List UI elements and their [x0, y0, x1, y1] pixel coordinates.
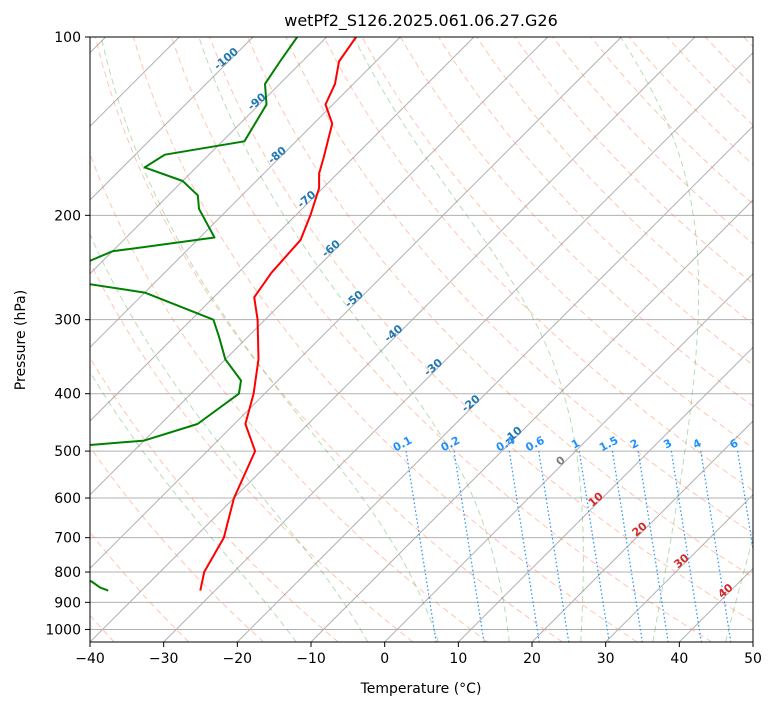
x-axis-title: Temperature (°C) [360, 681, 482, 697]
plot-area: 0.10.20.40.611.52346810131620253036-100-… [90, 37, 753, 642]
dry-adiabat-line [90, 260, 414, 642]
moist-adiabats [90, 37, 753, 642]
dry-adiabat-line [90, 356, 339, 642]
mixing-ratio-line [405, 451, 437, 642]
y-tick-label: 300 [54, 313, 81, 329]
isotherm-line [90, 37, 475, 422]
moist-adiabat-line [725, 536, 753, 642]
x-tick-label: −40 [75, 651, 105, 667]
moist-adiabat-line [353, 37, 584, 642]
y-tick-label: 100 [54, 30, 81, 46]
x-tick-label: 0 [380, 651, 389, 667]
dry-adiabat-line [94, 37, 563, 642]
mixing-ratio-line [453, 451, 485, 642]
moist-adiabat-line [90, 370, 297, 642]
isotherm-line [531, 420, 753, 642]
x-tick-label: −20 [223, 651, 253, 667]
moist-adiabat-line [620, 37, 700, 642]
x-tick-label: −30 [149, 651, 179, 667]
isotherm-line [90, 37, 622, 570]
moist-adiabat-line [90, 233, 369, 642]
x-tick-label: −10 [296, 651, 326, 667]
x-tick-label: 20 [523, 651, 541, 667]
x-tick-label: 10 [449, 651, 467, 667]
x-tick-label: 40 [670, 651, 688, 667]
pressure-gridlines [90, 37, 753, 630]
dry-adiabat-line [285, 37, 753, 535]
dry-adiabat-line [171, 37, 712, 642]
x-tick-label: 30 [597, 651, 615, 667]
isotherm-line [90, 37, 696, 642]
dry-adiabat-line [323, 37, 753, 491]
mixing-ratio-line [578, 451, 610, 642]
y-tick-label: 900 [54, 595, 81, 611]
skewed-isotherms [90, 37, 753, 642]
x-tick-label: 50 [744, 651, 762, 667]
isotherm-line [310, 199, 753, 642]
moist-adiabat-line [198, 37, 510, 642]
mixing-ratio-line [637, 451, 669, 642]
mixing-ratio-line [508, 451, 540, 642]
dry-adiabat-line [132, 37, 638, 642]
isotherm-line [90, 37, 328, 275]
isotherm-line [90, 37, 401, 349]
y-tick-label: 400 [54, 387, 81, 403]
moist-adiabat-line [100, 37, 439, 642]
mixing-ratio-line [611, 451, 643, 642]
y-tick-label: 700 [54, 531, 81, 547]
mixing-ratio-lines [405, 451, 753, 642]
y-tick-label: 500 [54, 444, 81, 460]
isotherm-line [457, 346, 753, 642]
isotherm-line [236, 125, 753, 642]
dry-adiabat-line [476, 37, 753, 325]
dry-adiabat-line [514, 37, 753, 285]
y-tick-label: 800 [54, 565, 81, 581]
plot-frame [89, 36, 754, 643]
sounding-profiles [90, 37, 357, 592]
dry-adiabats [90, 37, 753, 642]
y-axis-ticks: 100 200 300 400 500 600 700 800 900 1000 [45, 30, 90, 638]
isotherm-line [384, 272, 753, 642]
isotherm-line [90, 37, 254, 201]
chart-title: wetPf2_S126.2025.061.06.27.G26 [284, 11, 558, 31]
isotherm-line [90, 37, 549, 496]
temperature-profile-line [199, 37, 357, 591]
isotherm-line [605, 493, 753, 642]
y-tick-label: 200 [54, 208, 81, 224]
mixing-ratio-line [538, 451, 570, 642]
dry-adiabat-line [247, 37, 753, 578]
mixing-ratio-line [700, 451, 732, 642]
y-tick-label: 1000 [45, 622, 81, 638]
mixing-ratio-line [670, 451, 702, 642]
dewpoint-profile-line [90, 37, 299, 592]
x-axis-ticks: −40 −30 −20 −10 0 10 20 30 40 50 [75, 642, 762, 667]
isotherm-line [163, 51, 753, 642]
y-tick-label: 600 [54, 491, 81, 507]
dry-adiabat-line [90, 446, 264, 642]
dry-adiabat-line [209, 37, 753, 623]
y-axis-title: Pressure (hPa) [13, 290, 29, 390]
